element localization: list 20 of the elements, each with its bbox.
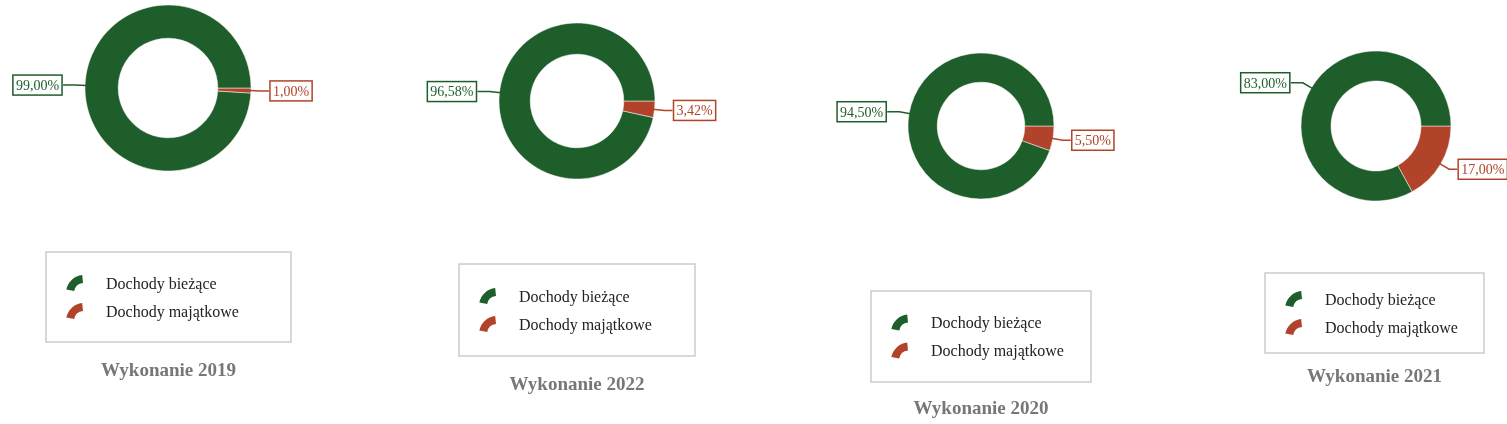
data-label: 3,42% <box>676 103 713 119</box>
data-label: 83,00% <box>1243 75 1288 91</box>
data-label: 1,00% <box>272 83 310 99</box>
text: Wykonanie 2020 <box>913 397 1049 418</box>
legend-label: Dochody bieżące <box>931 314 1042 333</box>
legend-label: Dochody bieżące <box>1325 290 1436 309</box>
data-label: 94,50% <box>840 104 884 120</box>
text: Wykonanie 2021 <box>1307 365 1442 386</box>
legend-label: Dochody bieżące <box>519 287 630 306</box>
data-label: 99,00% <box>15 77 60 93</box>
legend-label: Dochody majątkowe <box>519 315 652 334</box>
legend-label: Dochody majątkowe <box>1325 318 1458 337</box>
legend-label: Dochody majątkowe <box>931 342 1064 361</box>
text: Wykonanie 2019 <box>101 359 236 380</box>
data-label: 5,50% <box>1074 133 1112 149</box>
text: Wykonanie 2022 <box>509 373 645 394</box>
data-label: 17,00% <box>1461 162 1505 178</box>
legend-label: Dochody majątkowe <box>106 302 239 321</box>
legend-label: Dochody bieżące <box>106 274 217 293</box>
data-label: 96,58% <box>430 84 474 100</box>
